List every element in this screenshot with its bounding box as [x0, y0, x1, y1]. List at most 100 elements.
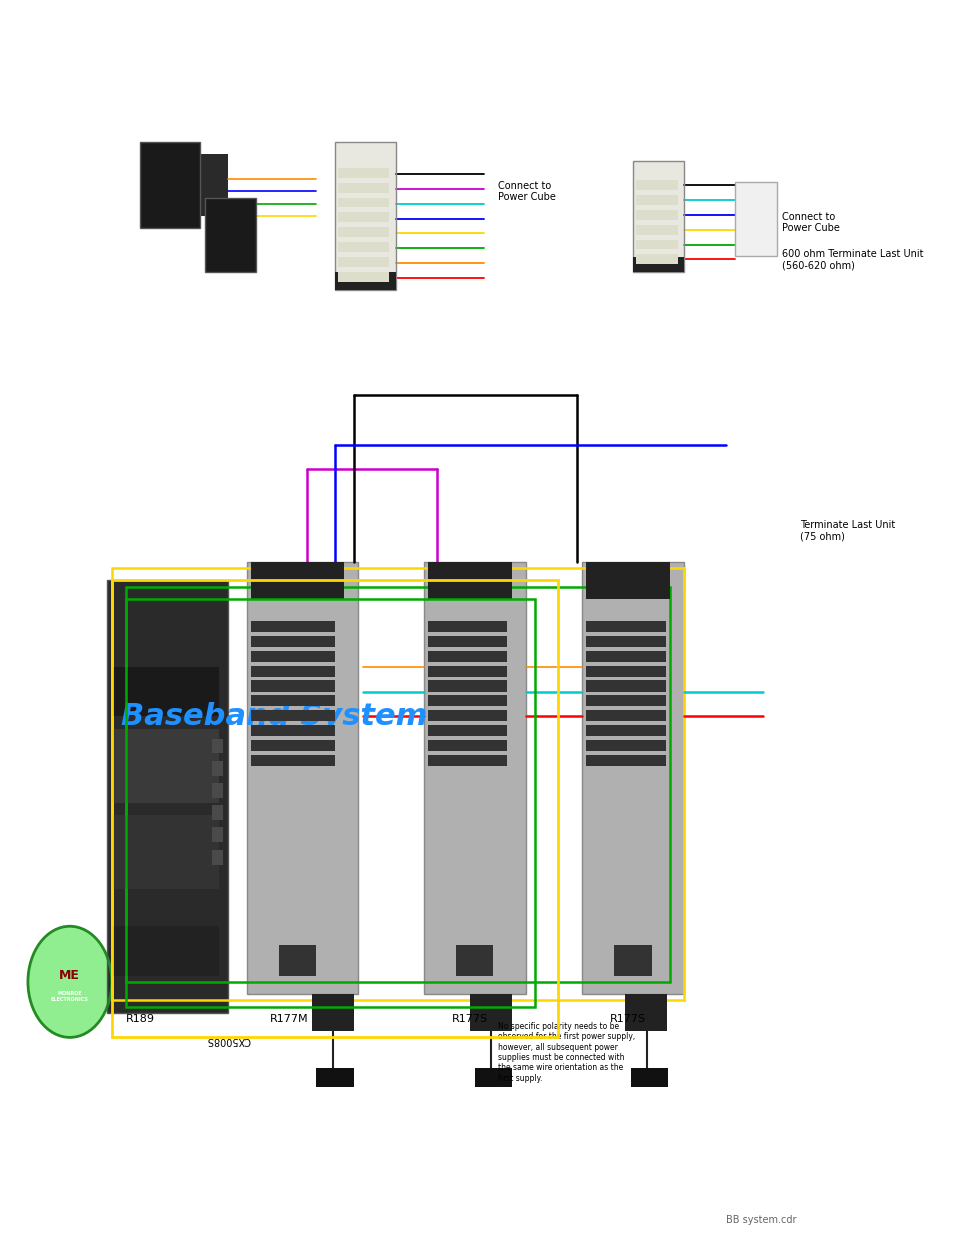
Bar — [200, 154, 228, 216]
Bar — [337, 257, 389, 267]
Circle shape — [28, 926, 112, 1037]
Bar — [205, 198, 255, 272]
Bar — [586, 621, 665, 632]
Bar — [586, 755, 665, 766]
Bar — [112, 729, 218, 803]
Bar — [475, 1068, 512, 1087]
Bar — [614, 945, 651, 976]
Bar — [456, 945, 493, 976]
Bar — [635, 225, 677, 235]
Bar — [581, 562, 683, 994]
Bar — [247, 562, 358, 994]
Text: R177M: R177M — [270, 1014, 308, 1024]
Bar — [251, 636, 335, 647]
Bar — [251, 680, 335, 692]
Text: No specific polarity needs to be
observed for the first power supply,
however, a: No specific polarity needs to be observe… — [497, 1021, 635, 1083]
Bar — [632, 161, 683, 272]
Bar — [635, 180, 677, 190]
Text: Connect to
Power Cube: Connect to Power Cube — [781, 211, 839, 233]
Bar — [631, 1068, 668, 1087]
Text: R189: R189 — [126, 1014, 154, 1024]
Text: Terminate Last Unit
(75 ohm): Terminate Last Unit (75 ohm) — [800, 520, 895, 542]
Bar — [428, 680, 507, 692]
Bar — [251, 621, 335, 632]
Bar — [635, 254, 677, 264]
Bar — [112, 667, 218, 716]
Bar — [212, 805, 223, 820]
Bar — [635, 195, 677, 205]
Text: R177S: R177S — [451, 1014, 487, 1024]
Bar — [251, 710, 335, 721]
Bar — [581, 562, 683, 994]
Text: R177S: R177S — [609, 1014, 645, 1024]
Bar — [212, 850, 223, 864]
Bar — [337, 242, 389, 252]
Bar — [251, 740, 335, 751]
Bar — [428, 755, 507, 766]
Bar — [428, 740, 507, 751]
Bar — [337, 212, 389, 222]
Bar — [335, 272, 395, 290]
Bar — [428, 621, 507, 632]
Bar — [251, 651, 335, 662]
Bar — [139, 142, 200, 228]
Bar — [586, 680, 665, 692]
Bar — [212, 761, 223, 776]
Text: BB system.cdr: BB system.cdr — [725, 1215, 796, 1225]
Bar — [635, 210, 677, 220]
Bar — [112, 926, 218, 976]
Bar — [212, 739, 223, 753]
Bar — [586, 740, 665, 751]
Bar — [735, 182, 777, 256]
Bar — [139, 142, 200, 228]
Bar — [251, 562, 344, 599]
Bar — [423, 562, 525, 994]
Bar — [428, 710, 507, 721]
Bar — [428, 562, 512, 599]
Bar — [625, 994, 667, 1031]
Bar — [470, 994, 512, 1031]
Bar — [428, 636, 507, 647]
Bar — [735, 182, 777, 256]
Text: Baseband System: Baseband System — [121, 701, 427, 731]
Bar — [205, 198, 255, 272]
Bar — [428, 651, 507, 662]
Bar — [251, 725, 335, 736]
Bar — [586, 710, 665, 721]
Bar — [335, 142, 395, 290]
Bar — [337, 168, 389, 178]
Bar — [632, 161, 683, 272]
Bar — [126, 599, 535, 1007]
Bar — [586, 725, 665, 736]
Bar — [212, 827, 223, 842]
Bar — [251, 695, 335, 706]
Bar — [337, 227, 389, 237]
Bar — [251, 666, 335, 677]
Bar — [586, 695, 665, 706]
Bar — [316, 1068, 354, 1087]
Bar — [337, 183, 389, 193]
Bar — [586, 666, 665, 677]
Bar — [107, 580, 228, 1013]
Bar — [112, 580, 558, 1037]
Bar — [337, 198, 389, 207]
Bar — [586, 636, 665, 647]
Bar — [428, 725, 507, 736]
Bar — [279, 945, 316, 976]
Bar — [632, 257, 683, 272]
Bar — [107, 580, 228, 1013]
Bar — [635, 240, 677, 249]
Bar — [312, 994, 354, 1031]
Bar — [428, 666, 507, 677]
Text: CX5008S: CX5008S — [206, 1035, 250, 1045]
Text: ME: ME — [59, 969, 80, 982]
Bar — [337, 272, 389, 282]
Text: MONROE
ELECTRONICS: MONROE ELECTRONICS — [51, 992, 89, 1002]
Bar — [423, 562, 525, 994]
Bar — [335, 142, 395, 290]
Text: Connect to
Power Cube: Connect to Power Cube — [497, 180, 556, 203]
Bar — [112, 815, 218, 889]
Bar — [251, 755, 335, 766]
Bar — [586, 562, 669, 599]
Bar — [586, 651, 665, 662]
